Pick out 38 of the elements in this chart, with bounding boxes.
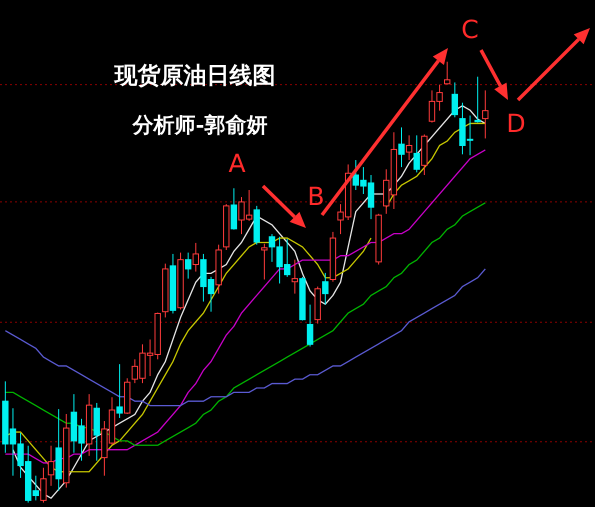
candlestick bbox=[292, 259, 298, 294]
candlestick bbox=[101, 420, 108, 476]
candlestick bbox=[398, 126, 405, 168]
candlestick bbox=[146, 338, 154, 377]
candlestick bbox=[383, 168, 390, 214]
candlestick bbox=[466, 115, 474, 156]
annotation: A bbox=[228, 149, 246, 178]
candlestick bbox=[215, 244, 222, 294]
candlestick bbox=[337, 204, 344, 235]
subtitle: 分析师-郭俞妍 bbox=[132, 112, 268, 137]
candlestick bbox=[436, 84, 443, 112]
candlestick bbox=[276, 236, 283, 284]
candlestick bbox=[368, 174, 374, 220]
candlestick bbox=[70, 394, 78, 454]
candlestick bbox=[32, 475, 40, 501]
candlestick bbox=[322, 272, 329, 306]
candlestick bbox=[238, 196, 245, 235]
candlestick bbox=[10, 408, 16, 476]
candlestick bbox=[55, 408, 62, 492]
title: 现货原油日线图 bbox=[114, 62, 276, 89]
annotation: C bbox=[461, 15, 479, 44]
candlestick bbox=[482, 90, 488, 139]
candlestick bbox=[86, 394, 92, 456]
candlestick bbox=[390, 132, 398, 210]
candlestick bbox=[459, 102, 466, 155]
annotation: D bbox=[506, 109, 526, 138]
candlestick bbox=[17, 432, 24, 478]
candlestick bbox=[184, 252, 192, 280]
candlestick bbox=[78, 418, 85, 462]
candlestick bbox=[162, 263, 169, 318]
candlestick bbox=[192, 242, 199, 272]
candlestick bbox=[2, 380, 9, 454]
candlestick bbox=[452, 82, 458, 118]
candlestick bbox=[406, 134, 412, 161]
candlestick bbox=[116, 364, 123, 418]
candlestick bbox=[48, 445, 54, 486]
annotation: B bbox=[307, 182, 325, 211]
candlestick bbox=[360, 166, 367, 194]
